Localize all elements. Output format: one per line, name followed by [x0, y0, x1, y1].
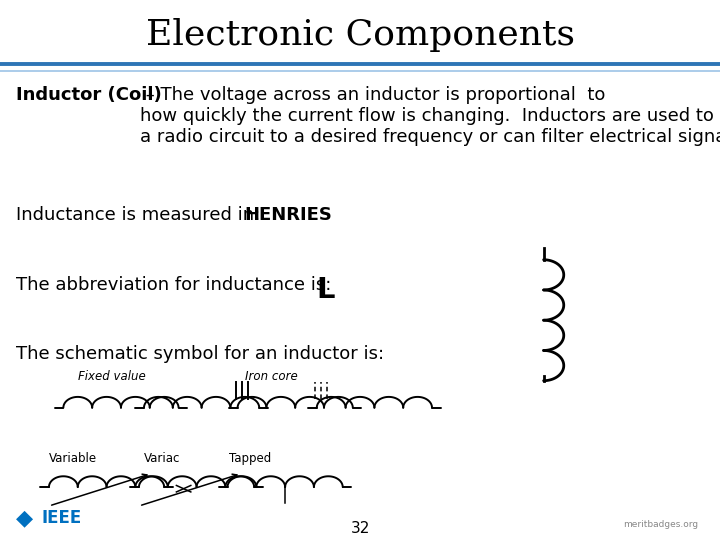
Text: Inductor (Coil): Inductor (Coil)	[16, 86, 161, 104]
Text: The schematic symbol for an inductor is:: The schematic symbol for an inductor is:	[16, 345, 384, 362]
Text: IEEE: IEEE	[42, 509, 82, 528]
Text: Iron core: Iron core	[245, 370, 297, 383]
Text: HENRIES: HENRIES	[245, 206, 333, 224]
Text: Fixed value: Fixed value	[78, 370, 145, 383]
Text: 32: 32	[351, 521, 369, 536]
Text: L: L	[317, 276, 336, 305]
Text: meritbadges.org: meritbadges.org	[624, 521, 698, 529]
Text: Variac: Variac	[144, 452, 181, 465]
Text: ◆: ◆	[16, 508, 33, 529]
Text: Variable: Variable	[49, 452, 97, 465]
Text: Electronic Components: Electronic Components	[145, 18, 575, 51]
Text: Inductance is measured in:: Inductance is measured in:	[16, 206, 271, 224]
Text: The abbreviation for inductance is:: The abbreviation for inductance is:	[16, 276, 348, 294]
Text: – The voltage across an inductor is proportional  to
how quickly the current flo: – The voltage across an inductor is prop…	[140, 86, 720, 146]
Text: Tapped: Tapped	[229, 452, 271, 465]
